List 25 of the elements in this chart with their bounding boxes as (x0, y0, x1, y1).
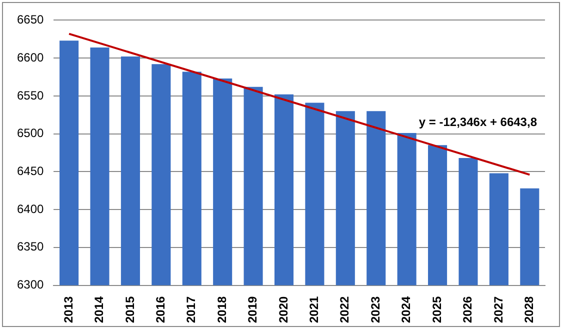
x-tick-label: 2014 (92, 296, 106, 324)
x-tick-label: 2023 (368, 296, 382, 324)
x-tick-label: 2015 (122, 296, 137, 324)
y-tick-label: 6300 (16, 278, 44, 292)
x-tick-label: 2027 (491, 296, 506, 324)
x-tick-label: 2021 (307, 296, 322, 324)
x-tick-label: 2020 (276, 296, 290, 324)
x-tick-label: 2019 (246, 296, 260, 324)
x-tick-label: 2028 (522, 296, 536, 324)
x-tick-label: 2017 (184, 296, 198, 324)
y-tick-label: 6550 (16, 88, 44, 102)
x-tick-label: 2024 (399, 296, 414, 324)
y-tick-label: 6650 (16, 12, 44, 27)
y-tick-label: 6350 (16, 240, 44, 254)
y-tick-label: 6600 (16, 50, 44, 64)
x-tick-label: 2025 (430, 296, 444, 324)
x-tick-label: 2013 (61, 296, 76, 324)
annotation: y = -12,346x + 6643,8 (418, 115, 538, 130)
y-tick-label: 6400 (16, 202, 44, 216)
y-tick-label: 6450 (16, 164, 44, 178)
y-tick-label: 6500 (16, 126, 44, 140)
x-tick-label: 2016 (153, 296, 168, 324)
x-tick-label: 2018 (214, 296, 229, 324)
x-tick-label: 2022 (338, 296, 352, 324)
x-tick-label: 2026 (460, 296, 475, 324)
